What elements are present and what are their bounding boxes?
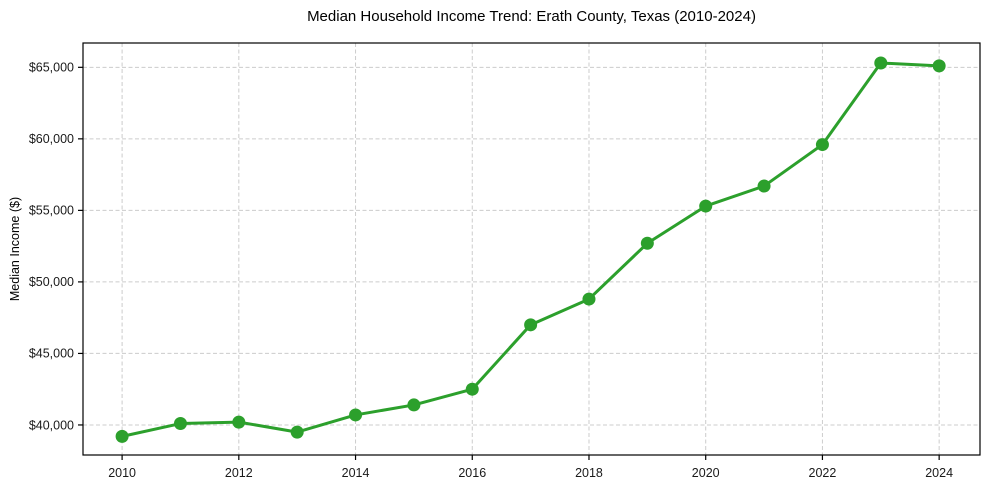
y-tick-label: $50,000 <box>29 275 74 289</box>
x-tick-label: 2022 <box>809 466 837 480</box>
y-tick-label: $40,000 <box>29 418 74 432</box>
x-tick-label: 2012 <box>225 466 253 480</box>
data-point <box>407 398 421 412</box>
data-point <box>349 408 363 422</box>
x-tick-label: 2010 <box>108 466 136 480</box>
x-tick-label: 2014 <box>342 466 370 480</box>
y-tick-label: $65,000 <box>29 61 74 75</box>
x-tick-label: 2018 <box>575 466 603 480</box>
data-point <box>465 382 479 396</box>
x-tick-label: 2024 <box>925 466 953 480</box>
data-point <box>582 292 596 306</box>
x-tick-label: 2016 <box>458 466 486 480</box>
data-point <box>290 425 304 439</box>
x-tick-label: 2020 <box>692 466 720 480</box>
data-point <box>757 179 771 193</box>
plot-border <box>82 42 981 456</box>
data-point <box>524 318 538 332</box>
data-point <box>815 138 829 152</box>
y-tick-label: $55,000 <box>29 204 74 218</box>
data-point <box>699 199 713 213</box>
y-tick-label: $45,000 <box>29 347 74 361</box>
data-point <box>115 429 129 443</box>
data-point <box>932 59 946 73</box>
chart-title: Median Household Income Trend: Erath Cou… <box>307 8 756 25</box>
data-point <box>874 56 888 70</box>
data-point <box>232 415 246 429</box>
data-point <box>640 236 654 250</box>
y-tick-label: $60,000 <box>29 132 74 146</box>
data-point <box>173 417 187 431</box>
income-line <box>120 61 941 438</box>
